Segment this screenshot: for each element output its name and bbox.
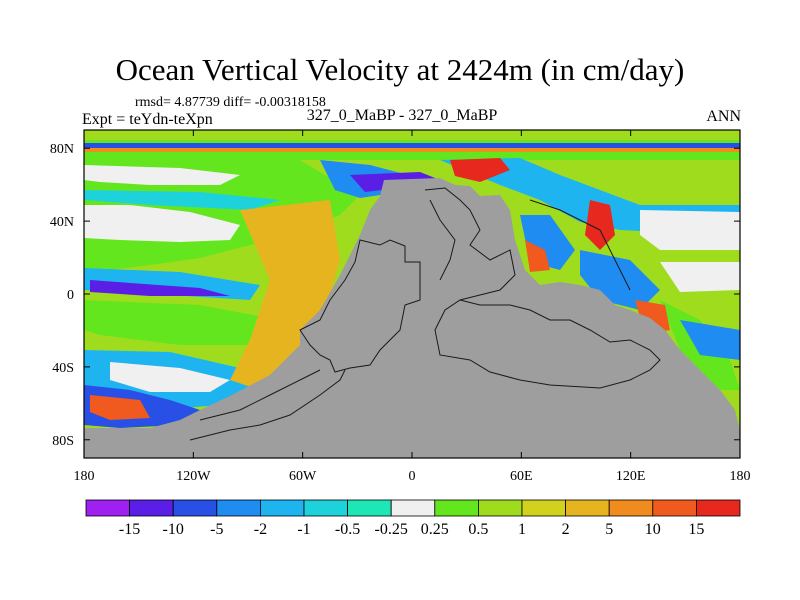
land-outlines	[189, 187, 661, 441]
land-mask	[84, 178, 740, 458]
coastline	[424, 187, 661, 389]
x-tick-label: 60W	[289, 469, 317, 484]
field-patch	[84, 300, 280, 345]
field-patch	[450, 158, 510, 182]
colorbar-swatch	[390, 499, 436, 517]
field-patch	[525, 240, 550, 272]
colorbar-swatch	[696, 499, 741, 517]
y-tick-label: 80S	[52, 434, 74, 449]
colorbar-swatch	[216, 499, 261, 517]
coastline	[199, 369, 321, 421]
colorbar-swatch	[477, 499, 523, 517]
coastline	[299, 239, 421, 373]
colorbar-label: 5	[605, 521, 613, 538]
colorbar-swatch	[172, 499, 218, 517]
colorbar-label: 1	[518, 521, 526, 538]
colorbar-label: 2	[562, 521, 570, 538]
field-patch	[230, 200, 340, 390]
y-tick-label: 0	[67, 288, 74, 303]
colorbar-label: 0.5	[468, 521, 488, 538]
field-patch	[585, 200, 615, 250]
colorbar-label: -5	[210, 521, 223, 538]
x-tick-label: 120W	[176, 469, 211, 484]
colorbar-swatch	[85, 499, 130, 517]
colorbar-swatch	[608, 499, 654, 517]
y-tick-label: 80N	[50, 142, 74, 157]
y-tick-label: 40S	[52, 361, 74, 376]
x-tick-label: 180	[74, 469, 95, 484]
colorbar-swatch	[565, 499, 610, 517]
field-patch	[110, 362, 230, 392]
field-patch	[84, 205, 240, 242]
field-patch	[90, 395, 150, 420]
colorbar-swatch	[259, 499, 305, 517]
land-continent	[84, 178, 740, 458]
colorbar-swatch	[652, 499, 697, 517]
field-patch	[84, 165, 240, 185]
stats-label: rmsd= 4.87739 diff= -0.00318158	[135, 95, 326, 110]
map-area	[84, 130, 740, 458]
case-label: 327_0_MaBP - 327_0_MaBP	[306, 107, 498, 124]
colorbar-label: -1	[297, 521, 310, 538]
colorbar-swatch	[129, 499, 174, 517]
field-patch	[84, 160, 360, 272]
field-patch	[660, 262, 740, 292]
colorbar-label: 0.25	[421, 521, 449, 538]
coastline	[529, 199, 631, 291]
colorbar-label: -15	[119, 521, 140, 538]
x-tick-label: 60E	[510, 469, 533, 484]
colorbar-swatch	[521, 499, 566, 517]
colorbar-label: -0.25	[375, 521, 408, 538]
season-label: ANN	[706, 108, 741, 125]
field-patch	[84, 148, 740, 152]
x-tick-label: 120E	[616, 469, 646, 484]
y-tick-label: 40N	[50, 215, 74, 230]
chart-title: Ocean Vertical Velocity at 2424m (in cm/…	[115, 52, 685, 87]
experiment-label: Expt = teYdn-teXpn	[82, 111, 213, 128]
y-axis: 80N 40N 0 40S 80S	[50, 142, 740, 449]
colorbar-label: -10	[163, 521, 184, 538]
colorbar-swatch	[347, 499, 392, 517]
colorbar-swatch	[434, 499, 479, 517]
field-patch	[680, 320, 740, 360]
colorbar-label: -2	[254, 521, 267, 538]
x-axis: 180 120W 60W 0 60E 120E 180	[74, 130, 751, 484]
x-tick-label: 180	[730, 469, 751, 484]
x-tick-label: 0	[409, 469, 416, 484]
coastline	[189, 369, 346, 441]
field-patch	[84, 143, 740, 148]
colorbar-swatch	[303, 499, 348, 517]
coastline	[429, 199, 456, 281]
colorbar-label: 15	[688, 521, 704, 538]
colorbar-label: -0.5	[335, 521, 360, 538]
field-patch	[90, 280, 230, 296]
field-patch	[84, 190, 280, 210]
colorbar: -15 -10 -5 -2 -1 -0.5 -0.25 0.25 0.5 1 2 5 10 15	[85, 499, 741, 538]
field-patch	[640, 210, 740, 250]
colorbar-label: 10	[645, 521, 661, 538]
velocity-field	[84, 140, 740, 428]
